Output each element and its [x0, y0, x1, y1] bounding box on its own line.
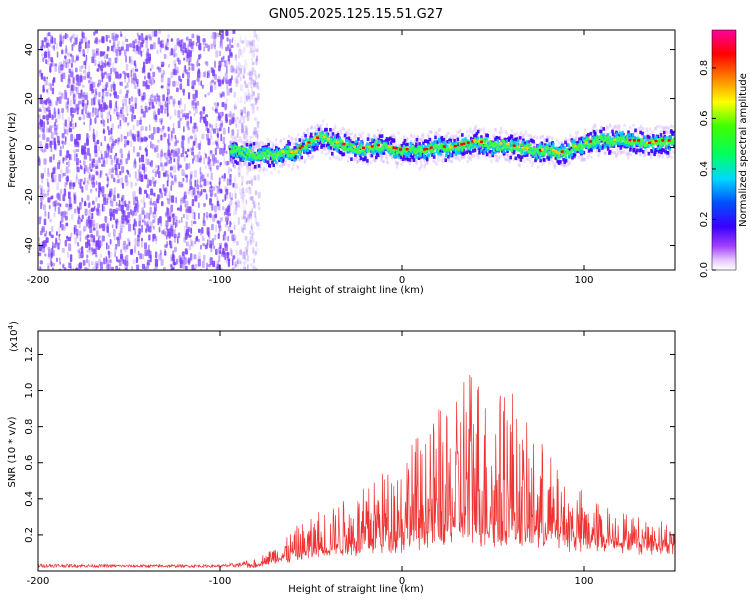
snr-y-scale-exponent: 4 — [7, 324, 15, 329]
colorbar-label: Normalized spectral amplitude — [738, 73, 749, 227]
snr-x-ticks: -200 -100 0 100 — [27, 331, 594, 587]
y-tick-label: -40 — [24, 237, 35, 253]
colorbar-tick-label: 0.2 — [699, 212, 710, 228]
figure-title: GN05.2025.125.15.51.G27 — [269, 7, 444, 22]
x-tick-label: 0 — [399, 275, 405, 286]
x-tick-label: 100 — [574, 275, 593, 286]
spectrogram-y-ticks: -40 -20 0 20 40 — [24, 43, 675, 254]
x-tick-label: -200 — [27, 576, 50, 587]
colorbar-tick-label: 0.4 — [699, 161, 710, 177]
colorbar-tick-label: 0.6 — [699, 110, 710, 126]
x-tick-label: -100 — [209, 275, 232, 286]
spectrogram-x-ticks: -200 -100 0 100 — [27, 30, 594, 286]
colorbar-frame — [711, 29, 737, 271]
snr-y-scale-suffix: ) — [9, 321, 20, 325]
snr-y-scale: (x104) — [7, 321, 20, 352]
y-tick-label: 40 — [24, 43, 35, 56]
spectrogram-plot-area — [38, 30, 675, 270]
colorbar-tick-label: 0.0 — [699, 262, 710, 278]
snr-y-ticks: 0.2 0.4 0.6 0.8 1.0 1.2 — [24, 347, 675, 543]
y-tick-label: 0.6 — [24, 455, 35, 471]
noise-speckle — [38, 30, 261, 270]
spectrogram-y-label: Frequency (Hz) — [7, 112, 18, 188]
y-tick-label: -20 — [24, 188, 35, 204]
x-tick-label: -100 — [209, 576, 232, 587]
x-tick-label: 0 — [399, 576, 405, 587]
x-tick-label: -200 — [27, 275, 50, 286]
y-tick-label: 1.0 — [24, 383, 35, 399]
snr-y-label: SNR (10 * v/v) — [7, 416, 18, 487]
y-tick-label: 0.4 — [24, 491, 35, 507]
colorbar-ticks: 0.0 0.2 0.4 0.6 0.8 — [699, 60, 716, 278]
snr-panel: -200 -100 0 100 0.2 0.4 0.6 0.8 1.0 1.2 Height o… — [7, 321, 676, 595]
snr-series-line — [38, 374, 675, 569]
snr-y-scale-prefix: (x10 — [9, 329, 20, 352]
y-tick-label: 0 — [24, 144, 35, 150]
spectrogram-x-label: Height of straight line (km) — [288, 285, 424, 296]
snr-frame — [37, 330, 676, 572]
y-tick-label: 0.2 — [24, 527, 35, 543]
colorbar: 0.0 0.2 0.4 0.6 0.8 Normalized spectral ampl… — [699, 29, 749, 278]
y-tick-label: 1.2 — [24, 347, 35, 363]
y-tick-label: 0.8 — [24, 419, 35, 435]
colorbar-gradient — [712, 30, 736, 270]
spectrogram-frame — [37, 29, 676, 271]
frequency-ridge — [229, 119, 675, 175]
x-tick-label: 100 — [574, 576, 593, 587]
snr-x-label: Height of straight line (km) — [288, 584, 424, 595]
colorbar-tick-label: 0.8 — [699, 60, 710, 76]
y-tick-label: 20 — [24, 92, 35, 105]
